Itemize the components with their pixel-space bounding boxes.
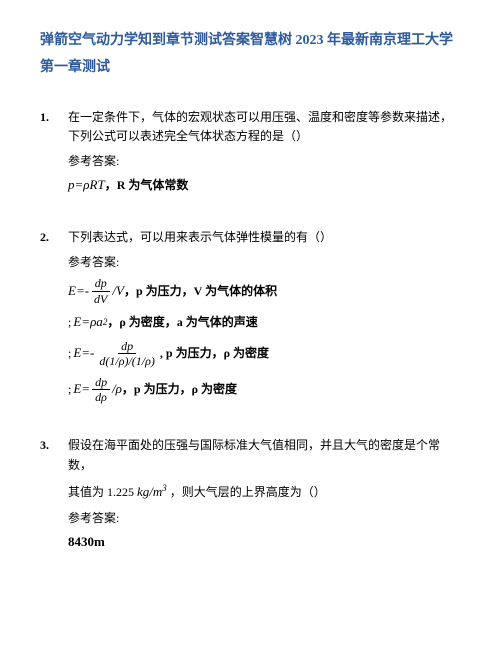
formula-row-1: E=- dp dV /V ，p 为压力，V 为气体的体积 — [68, 276, 462, 306]
question-1: 1. 在一定条件下，气体的宏观状态可以用压强、温度和密度等参数来描述，下列公式可… — [40, 108, 462, 196]
formula-prefix: E= — [73, 379, 90, 400]
separator: ; — [68, 344, 71, 363]
question-3: 3. 假设在海平面处的压强与国际标准大气值相同，并且大气的密度是个常数， 其值为… — [40, 436, 462, 552]
formula-description: ，R 为气体常数 — [105, 176, 189, 195]
answer-label: 参考答案: — [68, 253, 462, 272]
denominator: d(1/ρ)/(1/ρ) — [96, 354, 158, 368]
answer-label: 参考答案: — [68, 152, 462, 171]
fraction: dp dρ — [92, 375, 110, 405]
formula-row-3: ; E=- dp d(1/ρ)/(1/ρ) , p 为压力，ρ 为密度 — [68, 339, 462, 369]
formula-description: , p 为压力，ρ 为密度 — [160, 344, 269, 363]
denominator: dV — [91, 292, 110, 306]
question-text: 下列表达式，可以用来表示气体弹性模量的有（） — [68, 228, 462, 247]
formula-description: ，ρ 为密度，a 为气体的声速 — [107, 313, 257, 332]
unit-superscript: 3 — [162, 483, 167, 493]
formula-suffix: /ρ — [112, 379, 122, 400]
formula-body: ρa — [90, 312, 103, 333]
numerator: dp — [92, 276, 110, 291]
page-subtitle: 第一章测试 — [40, 57, 462, 79]
fraction: dp dV — [91, 276, 110, 306]
formula-prefix: E= — [73, 312, 90, 333]
fraction: dp d(1/ρ)/(1/ρ) — [96, 339, 158, 369]
question-text-line2: 其值为 1.225 kg/m3 ，则大气层的上界高度为（） — [68, 481, 462, 503]
formula-prefix: E=- — [73, 343, 94, 364]
formula-description: ，p 为压力，V 为气体的体积 — [124, 282, 277, 301]
numerator: dp — [92, 375, 110, 390]
formula-row-4: ; E= dp dρ /ρ ，p 为压力，ρ 为密度 — [68, 375, 462, 405]
unit: kg/m — [137, 484, 162, 499]
separator: ; — [68, 380, 71, 399]
formula-suffix: /V — [112, 281, 124, 302]
formula-description: ，p 为压力，ρ 为密度 — [122, 380, 237, 399]
separator: ; — [68, 313, 71, 332]
question-2: 2. 下列表达式，可以用来表示气体弹性模量的有（） 参考答案: E=- dp d… — [40, 228, 462, 405]
formula: p=ρRT — [68, 175, 105, 196]
question-text: 在一定条件下，气体的宏观状态可以用压强、温度和密度等参数来描述，下列公式可以表述… — [68, 108, 462, 146]
formula-line: p=ρRT ，R 为气体常数 — [68, 175, 462, 196]
question-number: 2. — [40, 228, 49, 247]
denominator: dρ — [92, 390, 110, 404]
question-text-line1: 假设在海平面处的压强与国际标准大气值相同，并且大气的密度是个常数， — [68, 436, 462, 474]
question-number: 3. — [40, 436, 49, 455]
formula-row-2: ; E= ρa 2 ，ρ 为密度，a 为气体的声速 — [68, 312, 462, 333]
numerator: dp — [118, 339, 136, 354]
text-part: ，则大气层的上界高度为（） — [170, 485, 326, 499]
question-number: 1. — [40, 108, 49, 127]
page-title: 弹箭空气动力学知到章节测试答案智慧树 2023 年最新南京理工大学 — [40, 28, 462, 53]
answer-value: 8430m — [68, 532, 462, 553]
text-part: 其值为 1.225 — [68, 485, 134, 499]
formula-prefix: E=- — [68, 281, 89, 302]
answer-label: 参考答案: — [68, 509, 462, 528]
